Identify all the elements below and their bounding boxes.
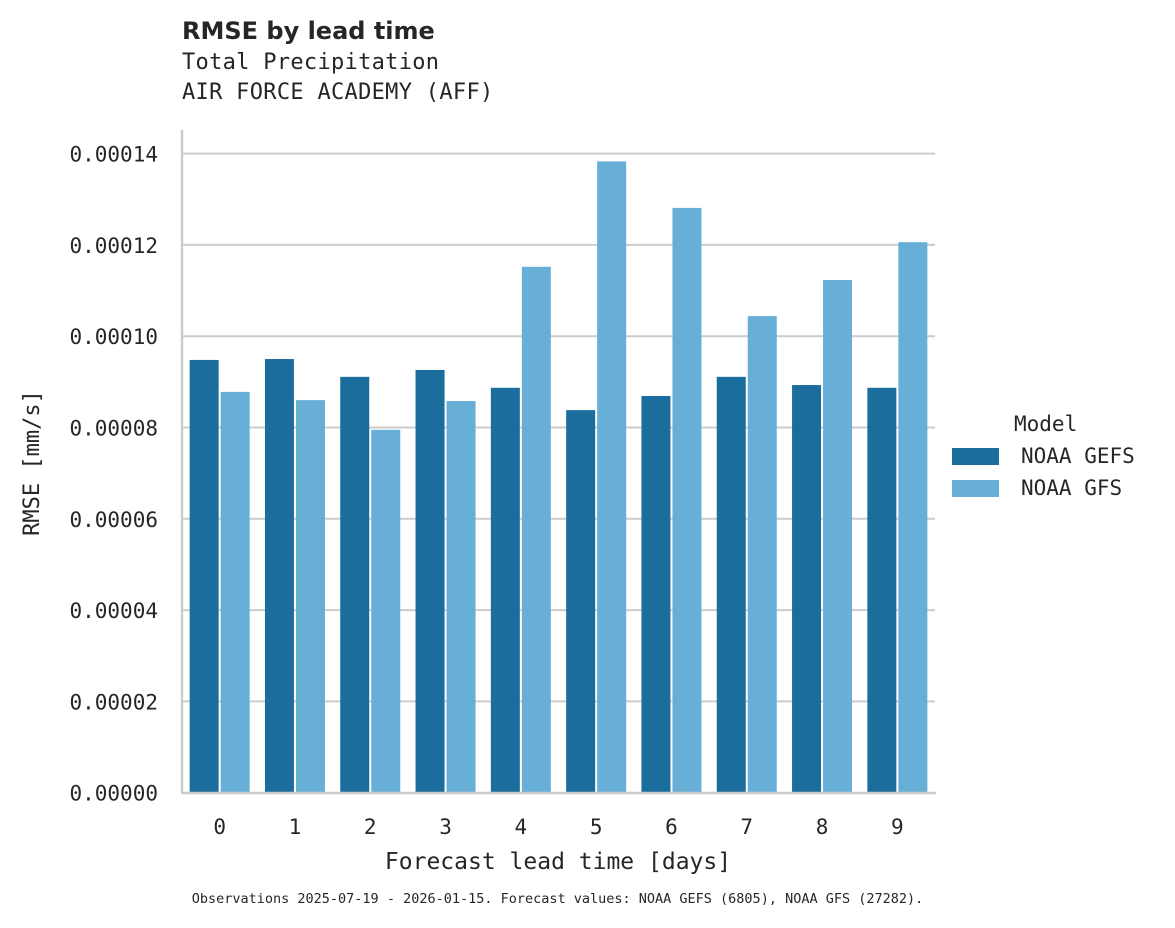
bars: [189, 161, 928, 793]
y-tick-label: 0.00014: [69, 143, 158, 167]
bar-gefs-day-0: [189, 359, 219, 793]
x-tick-labels: 0 1 2 3 4 5 6 7 8 9: [213, 815, 903, 839]
x-axis-label: Forecast lead time [days]: [385, 849, 731, 875]
bar-gefs-day-3: [415, 369, 445, 793]
bar-gfs-day-9: [898, 242, 928, 793]
bar-gefs-day-6: [641, 396, 671, 793]
gridlines: [182, 152, 935, 703]
legend-item-gfs: NOAA GFS: [952, 476, 1135, 500]
bar-gefs-day-8: [792, 385, 822, 793]
y-axis-label: RMSE [mm/s]: [20, 390, 45, 536]
legend-label-gefs: NOAA GEFS: [1021, 444, 1135, 468]
legend-item-gefs: NOAA GEFS: [952, 444, 1135, 468]
bar-gfs-day-2: [371, 429, 401, 793]
y-tick-label: 0.00008: [69, 417, 158, 441]
bar-gefs-day-7: [716, 376, 746, 793]
x-tick-label: 3: [439, 815, 452, 839]
y-tick-label: 0.00012: [69, 234, 158, 258]
bar-gfs-day-1: [295, 400, 325, 793]
x-tick-label: 2: [364, 815, 377, 839]
y-tick-label: 0.00006: [69, 508, 158, 532]
x-tick-label: 7: [740, 815, 753, 839]
legend-swatch-gfs: [952, 479, 999, 497]
bar-gfs-day-4: [521, 266, 551, 793]
bar-gfs-day-8: [823, 280, 853, 793]
y-tick-label: 0.00010: [69, 325, 158, 349]
y-tick-label: 0.00000: [69, 782, 158, 806]
y-tick-label: 0.00004: [69, 599, 158, 623]
chart-subtitle-station: AIR FORCE ACADEMY (AFF): [182, 80, 494, 105]
x-tick-label: 1: [289, 815, 302, 839]
x-tick-label: 9: [891, 815, 904, 839]
legend-label-gfs: NOAA GFS: [1021, 476, 1123, 500]
x-tick-label: 4: [515, 815, 528, 839]
legend: Model NOAA GEFS NOAA GFS: [952, 412, 1135, 500]
x-tick-label: 0: [213, 815, 226, 839]
legend-swatch-gefs: [952, 447, 999, 465]
bar-gfs-day-6: [672, 207, 702, 793]
chart-subtitle-variable: Total Precipitation: [182, 50, 440, 75]
x-tick-label: 5: [590, 815, 603, 839]
bar-gfs-day-5: [597, 161, 627, 793]
bar-gfs-day-7: [747, 316, 777, 793]
bar-gefs-day-5: [566, 410, 596, 793]
x-tick-label: 8: [816, 815, 829, 839]
y-tick-label: 0.00002: [69, 690, 158, 714]
bar-gefs-day-4: [490, 387, 520, 793]
bar-gefs-day-2: [340, 376, 370, 793]
footer-note: Observations 2025-07-19 - 2026-01-15. Fo…: [191, 891, 924, 907]
bar-gefs-day-1: [264, 359, 294, 793]
chart-title: RMSE by lead time: [182, 17, 435, 45]
bar-gefs-day-9: [867, 387, 897, 793]
y-tick-labels: 0.00000 0.00002 0.00004 0.00006 0.00008 0.000…: [69, 143, 158, 806]
bar-gfs-day-3: [446, 401, 476, 793]
bar-gfs-day-0: [220, 391, 250, 793]
legend-title: Model: [1014, 412, 1078, 436]
x-tick-label: 6: [665, 815, 678, 839]
